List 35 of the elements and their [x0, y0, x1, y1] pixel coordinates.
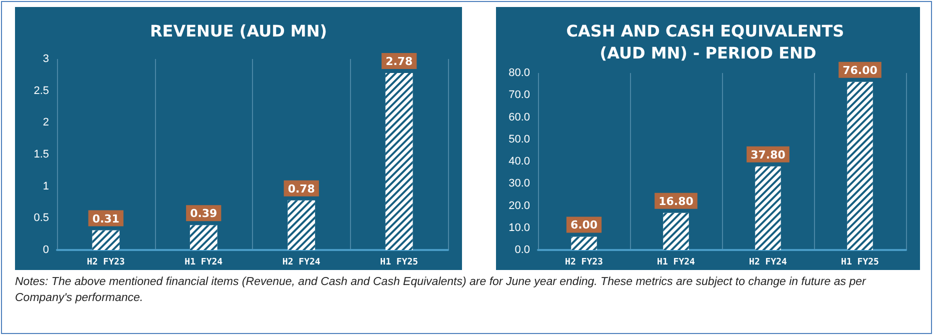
data-label: 37.80	[750, 148, 786, 162]
chart-title: CASH AND CASH EQUIVALENTS (AUD MN) - PERIOD END	[566, 22, 850, 62]
y-tick-label: 10.0	[508, 222, 530, 234]
chart-title: REVENUE (AUD MN)	[150, 22, 328, 40]
x-tick-label: H1 FY25	[841, 258, 879, 268]
y-tick-label: 0.0	[514, 244, 530, 256]
y-tick-label: 20.0	[508, 200, 530, 212]
x-tick-label: H1 FY24	[657, 258, 696, 268]
x-tick-label: H2 FY24	[282, 258, 321, 268]
y-tick-label: 70.0	[508, 89, 530, 102]
data-label: 16.80	[658, 194, 694, 208]
y-tick-label: 3	[42, 53, 49, 65]
y-tick-label: 40.0	[508, 156, 530, 168]
data-label: 2.78	[386, 55, 413, 68]
y-tick-label: 80.0	[508, 67, 530, 79]
x-tick-label: H1 FY25	[380, 258, 418, 268]
y-tick-label: 2	[42, 116, 49, 129]
x-tick-label: H2 FY23	[86, 258, 125, 268]
y-tick-label: 30.0	[508, 178, 530, 190]
data-label: 0.78	[288, 182, 315, 196]
text: Notes: The above mentioned financial items (Revenue, and Cash and Cash Equivalents) are for June year ending. These metrics are subject to change in future as per Company's performance.	[15, 275, 868, 306]
data-label: 0.31	[92, 212, 120, 226]
x-tick-label: H1 FY24	[184, 258, 224, 268]
data-label: 76.00	[842, 64, 878, 77]
y-tick-label: 50.0	[508, 133, 530, 146]
x-tick-label: H2 FY23	[565, 258, 603, 268]
y-tick-label: 60.0	[508, 111, 530, 124]
y-tick-label: 0	[42, 244, 49, 256]
y-tick-label: 2.5	[34, 84, 49, 97]
data-label: 6.00	[570, 218, 598, 232]
x-tick-label: H2 FY24	[749, 258, 788, 268]
y-tick-label: 0.5	[34, 212, 49, 224]
y-tick-label: 1	[42, 180, 49, 192]
y-tick-label: 1.5	[34, 148, 49, 160]
data-label: 0.39	[190, 207, 218, 220]
